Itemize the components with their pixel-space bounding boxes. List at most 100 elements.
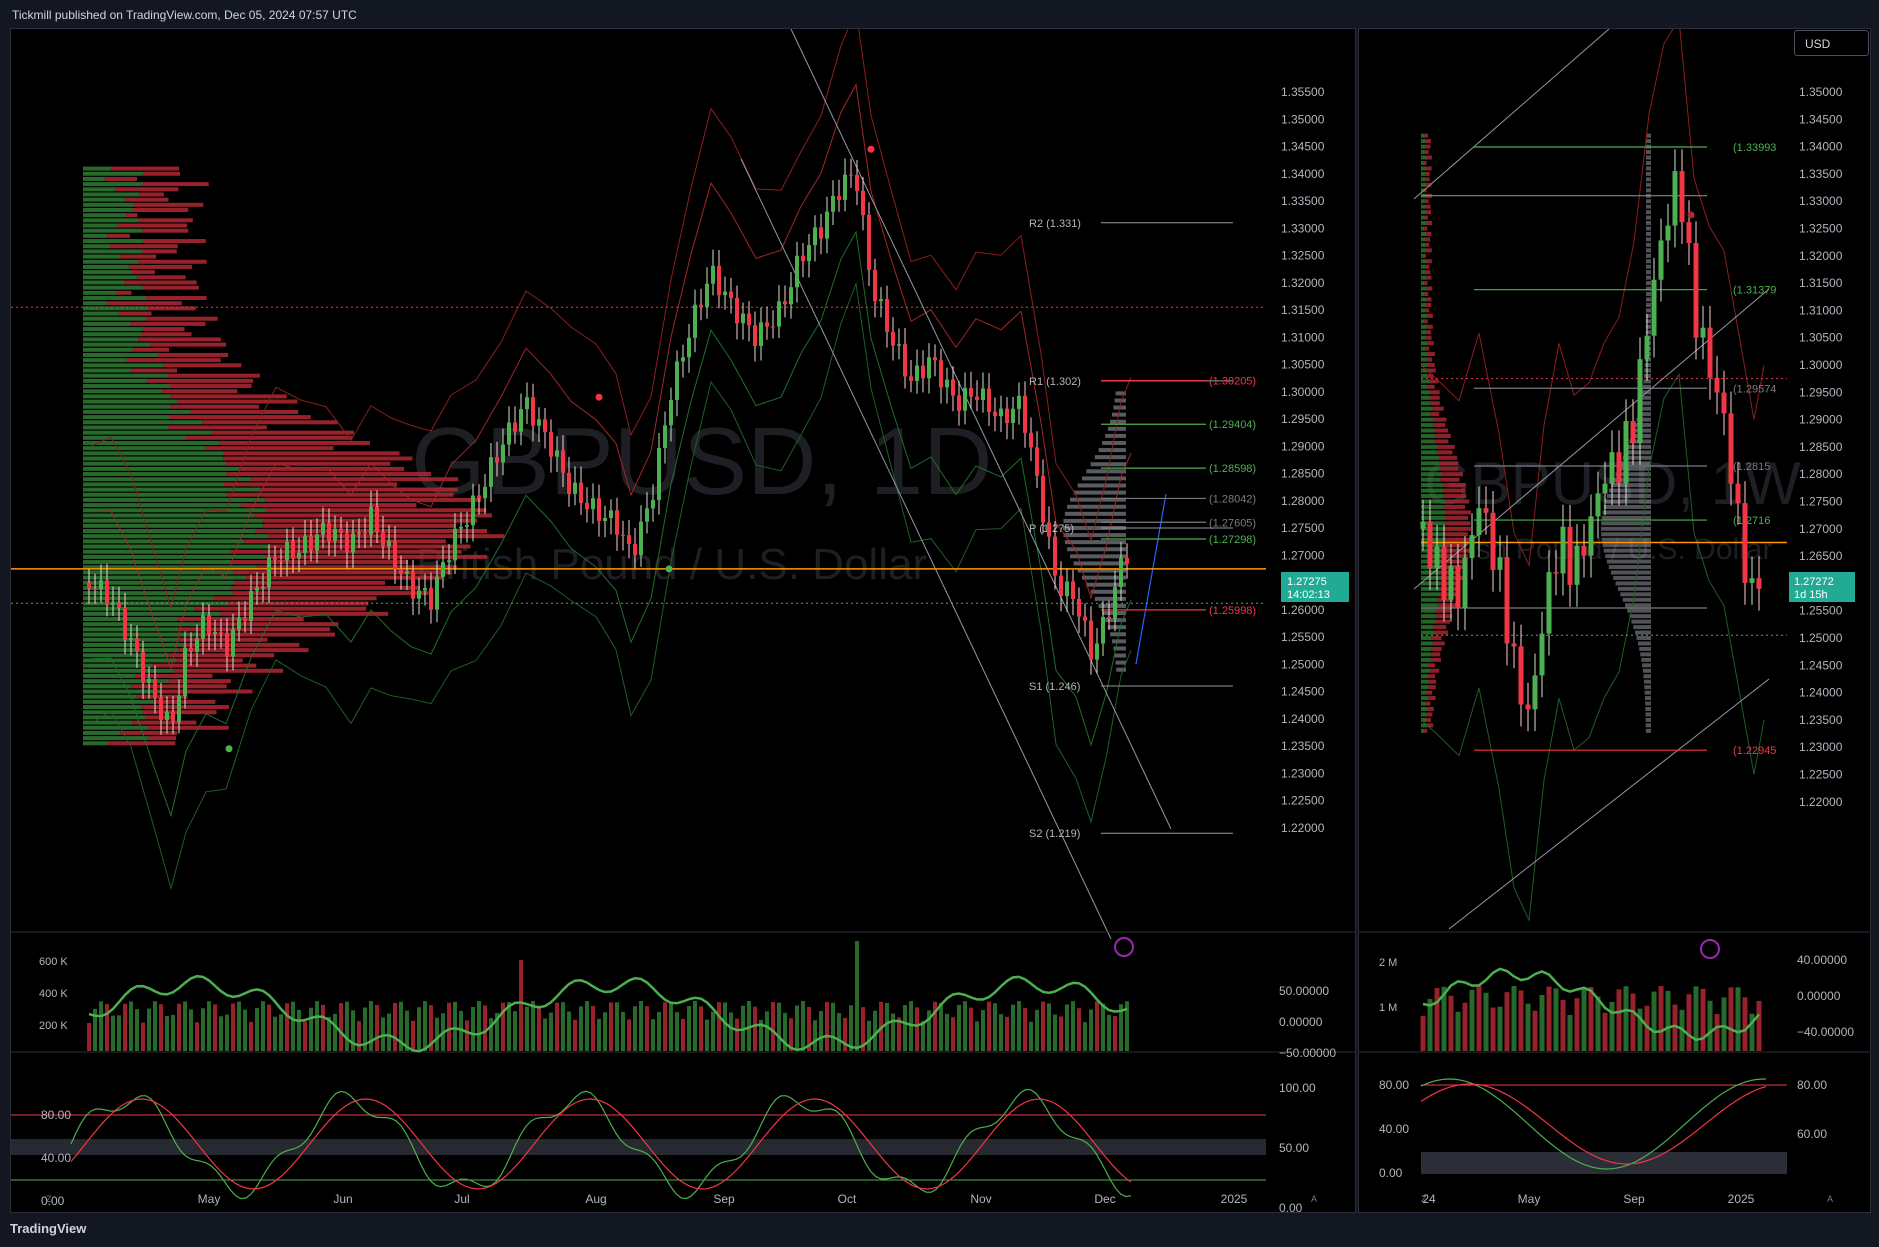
candle-body (1476, 508, 1482, 536)
candle-body (795, 255, 799, 288)
profile-bar-down (226, 472, 432, 477)
profile-bar-up (1421, 499, 1446, 504)
candle-body (1560, 526, 1566, 574)
candle-body (459, 526, 463, 529)
price-tick-label: 1.22000 (1799, 795, 1843, 809)
candle-body (1511, 643, 1517, 647)
weekly-price-tag (1789, 572, 1855, 602)
profile-bar-up (1421, 690, 1427, 695)
price-tick-label: 1.31000 (1281, 330, 1325, 344)
candle-body (417, 590, 421, 599)
volume-bar (1651, 991, 1657, 1051)
candle-body (669, 399, 673, 426)
session-profile-bar (1645, 259, 1651, 264)
weekly-chart-panel[interactable]: GBPUSD, 1W British Pound / U.S. Dollar (… (1358, 28, 1871, 1213)
a-icon[interactable]: A (1311, 1194, 1317, 1204)
time-axis-label: Aug (585, 1192, 606, 1206)
weekly-time-axis[interactable]: 24 May Sep 2025 (1422, 1192, 1754, 1206)
profile-bar-down (1426, 324, 1433, 329)
currency-button[interactable]: USD (1794, 30, 1869, 56)
candle-body (315, 534, 319, 551)
session-profile-bar (1646, 155, 1651, 160)
stoch-tick-label: 0.00 (1379, 1166, 1403, 1180)
profile-bar-up (1421, 433, 1436, 438)
price-tick-label: 1.35000 (1281, 112, 1325, 126)
session-profile-bar (1646, 204, 1651, 209)
profile-bar-down (1429, 379, 1439, 384)
session-profile-bar (1070, 554, 1126, 559)
session-profile-bar (1635, 630, 1651, 635)
session-profile-bar (1113, 646, 1126, 651)
volume-bar (1595, 996, 1601, 1051)
volume-bar (963, 1001, 967, 1051)
z-icon[interactable]: Z (46, 1194, 52, 1204)
profile-bar-down (111, 166, 180, 171)
profile-bar-down (1424, 292, 1429, 297)
session-profile-bar (1645, 297, 1651, 302)
candle-body (729, 291, 733, 299)
candle-body (951, 379, 955, 396)
swing-high-marker (867, 145, 875, 153)
session-profile-bar (1636, 417, 1651, 422)
weekly-volume-profile (1421, 133, 1651, 733)
session-profile-bar (1645, 264, 1651, 269)
alert-lightning-icon[interactable] (1700, 939, 1720, 959)
candle-body (1490, 512, 1496, 570)
candle-body (1095, 643, 1099, 660)
weekly-price-axis[interactable]: 1.35000 1.34500 1.34000 1.33500 1.33000 1.325… (1799, 85, 1843, 809)
profile-bar-down (1427, 674, 1435, 679)
upper-band-outer (90, 29, 1132, 610)
profile-bar-up (83, 435, 186, 440)
candle-body (741, 313, 745, 324)
candle-body (399, 568, 403, 574)
session-profile-bar (1644, 363, 1651, 367)
profile-bar-up (83, 591, 233, 596)
profile-bar-up (1421, 630, 1435, 635)
candle-body (765, 322, 769, 327)
profile-bar-down (1424, 150, 1429, 155)
profile-bar-up (1421, 346, 1426, 351)
profile-bar-down (1424, 133, 1428, 138)
daily-chart-svg[interactable]: GBPUSD, 1D British Pound / U.S. Dollar R… (11, 29, 1355, 1212)
volume-tick-label: 600 K (39, 956, 68, 968)
volume-bar (1427, 999, 1433, 1051)
session-profile-bar (1105, 618, 1126, 623)
alert-lightning-icon[interactable] (1114, 937, 1134, 957)
candle-body (285, 541, 289, 561)
profile-bar-up (83, 368, 132, 373)
profile-bar-down (1435, 619, 1450, 624)
tradingview-logo[interactable]: TradingView (10, 1221, 87, 1236)
volume-bar (471, 1006, 475, 1051)
volume-bar (531, 1001, 535, 1051)
profile-bar-down (1445, 499, 1470, 504)
profile-bar-up (1421, 188, 1424, 193)
volume-bar (1567, 1014, 1573, 1051)
profile-bar-up (83, 301, 108, 306)
candle-body (1029, 432, 1033, 448)
candle-body (165, 711, 169, 721)
candle-body (189, 647, 193, 652)
price-tick-label: 1.28000 (1799, 467, 1843, 481)
a-icon[interactable]: A (1827, 1194, 1833, 1204)
profile-bar-up (1421, 625, 1434, 630)
profile-bar-up (83, 580, 235, 585)
profile-bar-down (126, 213, 138, 218)
weekly-chart-svg[interactable]: GBPUSD, 1W British Pound / U.S. Dollar (… (1359, 29, 1870, 1212)
volume-bar (1448, 995, 1454, 1051)
z-icon[interactable]: Z (1421, 1194, 1427, 1204)
profile-bar-down (1425, 237, 1431, 242)
weekly-watermark-description: British Pound / U.S. Dollar (1424, 533, 1772, 566)
candle-body (531, 397, 535, 426)
volume-bar (675, 1012, 679, 1051)
volume-bar (1588, 987, 1594, 1051)
session-profile-bar (1610, 570, 1651, 575)
daily-chart-panel[interactable]: GBPUSD, 1D British Pound / U.S. Dollar R… (10, 28, 1356, 1213)
volume-bar (105, 1004, 109, 1051)
daily-time-axis[interactable]: May Jun Jul Aug Sep Oct Nov Dec 2025 (198, 1192, 1248, 1206)
volume-bar (375, 1005, 379, 1051)
profile-bar-down (176, 658, 243, 663)
profile-bar-down (190, 409, 299, 414)
level-label: (1.2716 (1733, 515, 1770, 527)
profile-bar-down (168, 679, 231, 684)
price-tick-label: 1.25000 (1799, 631, 1843, 645)
